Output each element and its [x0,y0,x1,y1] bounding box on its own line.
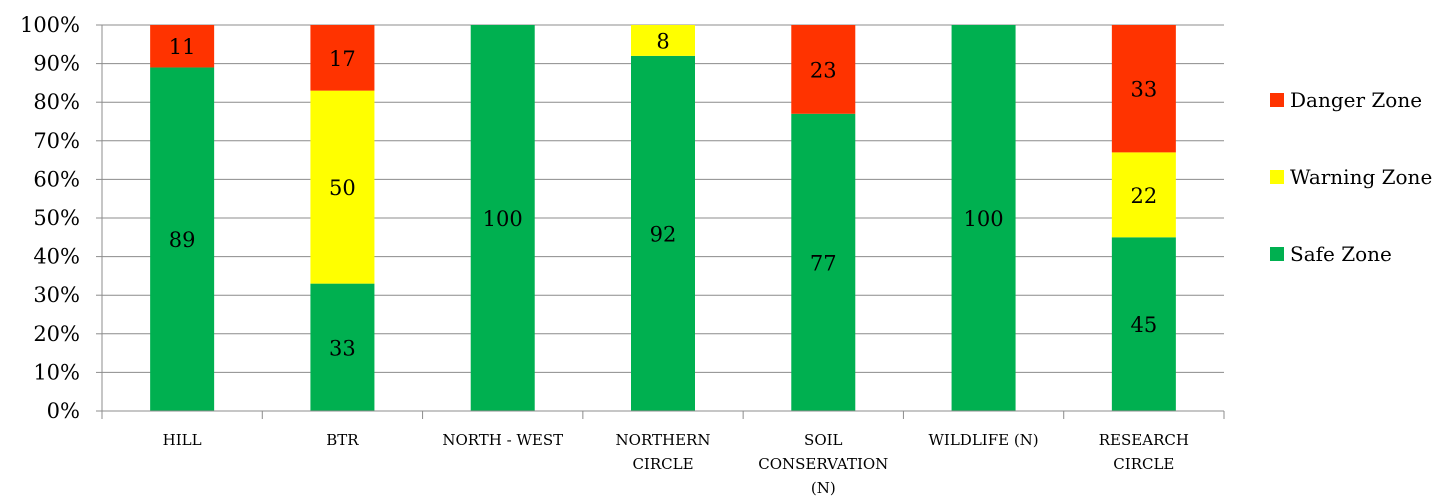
y-tick-label: 80% [33,90,80,114]
data-label: 22 [1130,184,1157,208]
data-label: 92 [650,222,677,246]
legend-label: Danger Zone [1290,88,1422,112]
bar-segment [470,25,535,411]
x-tick-label: CONSERVATION [758,455,888,473]
legend: Danger Zone Warning Zone Safe Zone [1270,88,1432,266]
bar-segment [310,25,375,91]
data-label: 11 [169,35,196,59]
y-tick-label: 50% [33,206,80,230]
y-tick-label: 0% [47,399,80,423]
x-tick-label: (N) [811,479,836,497]
x-tick-label: BTR [326,431,359,449]
data-label: 33 [329,336,356,360]
x-tick-label: SOIL [804,431,842,449]
y-tick-label: 40% [33,245,80,269]
bar-segment [791,113,856,411]
x-tick-label: NORTH - WEST [442,431,563,449]
bar-segment [150,67,215,412]
y-tick-label: 100% [20,13,80,37]
legend-swatch [1270,247,1284,261]
y-tick-label: 20% [33,322,80,346]
axes: 0% 10% 20% 30% 40% 50% 60% 70% 80% 90% 100% HILL BTR… [20,13,1225,497]
bar-segment [1111,152,1176,238]
y-tick-label: 10% [33,360,80,384]
y-tick-label: 60% [33,167,80,191]
x-tick-label: HILL [163,431,202,449]
bar-segment [310,90,375,284]
x-tick-label: RESEARCH [1099,431,1189,449]
x-tick-label: WILDLIFE (N) [928,431,1038,449]
data-label: 33 [1130,78,1157,102]
legend-label: Warning Zone [1290,165,1432,189]
bar-segment [1111,25,1176,153]
data-label: 50 [329,176,356,200]
data-label: 89 [169,228,196,252]
data-label: 100 [483,207,523,231]
x-tick-label: NORTHERN [616,431,711,449]
bar-segment [150,25,215,68]
data-label: 23 [810,58,837,82]
legend-label: Safe Zone [1290,242,1392,266]
bars [150,25,1176,412]
data-label: 17 [329,47,356,71]
y-tick-label: 30% [33,283,80,307]
bar-segment [951,25,1016,411]
y-tick-label: 70% [33,129,80,153]
x-tick-label: CIRCLE [1113,455,1174,473]
legend-swatch [1270,93,1284,107]
bar-segment [791,25,856,114]
bar-segment [1111,237,1176,411]
data-label: 77 [810,251,837,275]
data-label: 45 [1130,313,1157,337]
data-label: 100 [964,207,1004,231]
x-tick-label: CIRCLE [632,455,693,473]
y-tick-label: 90% [33,52,80,76]
bar-segment [310,283,375,411]
bar-segment [631,25,695,56]
bar-segment [631,55,695,411]
data-labels: 89 11 33 50 17 100 92 8 77 23 100 45 22 33 [169,29,1157,360]
data-label: 8 [656,29,669,53]
legend-swatch [1270,170,1284,184]
